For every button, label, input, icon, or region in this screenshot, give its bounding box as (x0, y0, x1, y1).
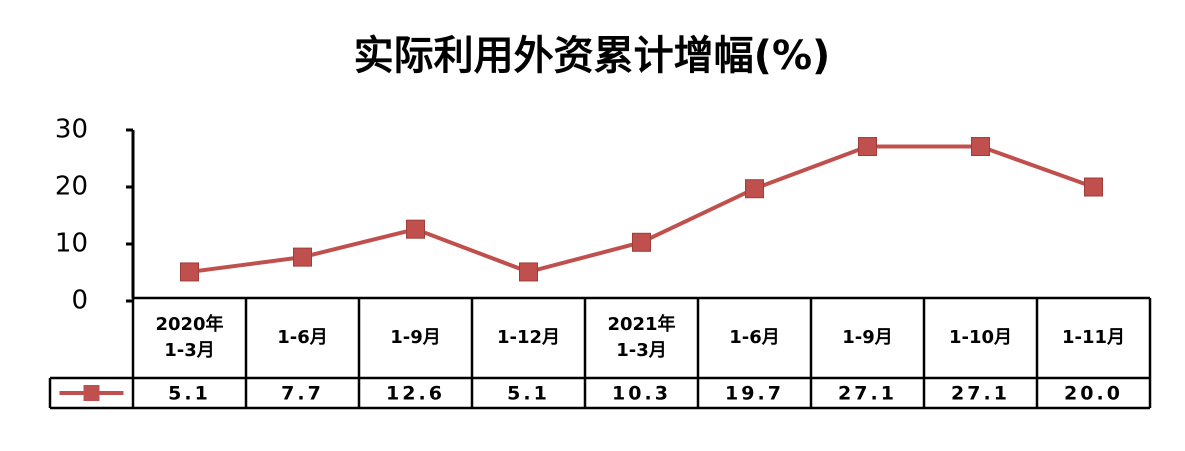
category-label: 1-11月 (1061, 327, 1126, 348)
category-label: 1-12月 (496, 327, 561, 348)
y-tick-label: 20 (55, 172, 88, 202)
category-label: 1-9月 (390, 327, 441, 348)
data-point (406, 219, 425, 239)
value-label: 20.0 (1064, 383, 1123, 405)
data-point (180, 262, 199, 282)
category-label: 1-6月 (729, 327, 780, 348)
data-point (1084, 177, 1103, 197)
value-label: 7.7 (281, 383, 324, 405)
value-label: 10.3 (612, 383, 671, 405)
category-label: 2020年 1-3月 (155, 314, 224, 361)
value-label: 5.1 (507, 383, 550, 405)
value-label: 12.6 (386, 383, 445, 405)
data-point (519, 262, 538, 282)
data-point (632, 232, 651, 252)
category-label: 1-9月 (842, 327, 893, 348)
category-label: 1-10月 (948, 327, 1013, 348)
value-label: 19.7 (725, 383, 784, 405)
value-label: 5.1 (168, 383, 211, 405)
legend-marker (83, 385, 100, 401)
category-label: 2021年 1-3月 (607, 314, 676, 361)
category-label: 1-6月 (277, 327, 328, 348)
data-point (745, 179, 764, 199)
data-point (293, 247, 312, 267)
value-label: 27.1 (838, 383, 897, 405)
chart-title: 实际利用外资累计增幅(%) (354, 33, 831, 79)
data-line (189, 144, 1095, 275)
value-label: 27.1 (951, 383, 1010, 405)
y-tick-label: 10 (55, 229, 88, 259)
y-tick-label: 30 (55, 115, 88, 145)
data-point (858, 137, 877, 157)
data-point (971, 137, 990, 157)
y-tick-label: 0 (71, 286, 88, 316)
